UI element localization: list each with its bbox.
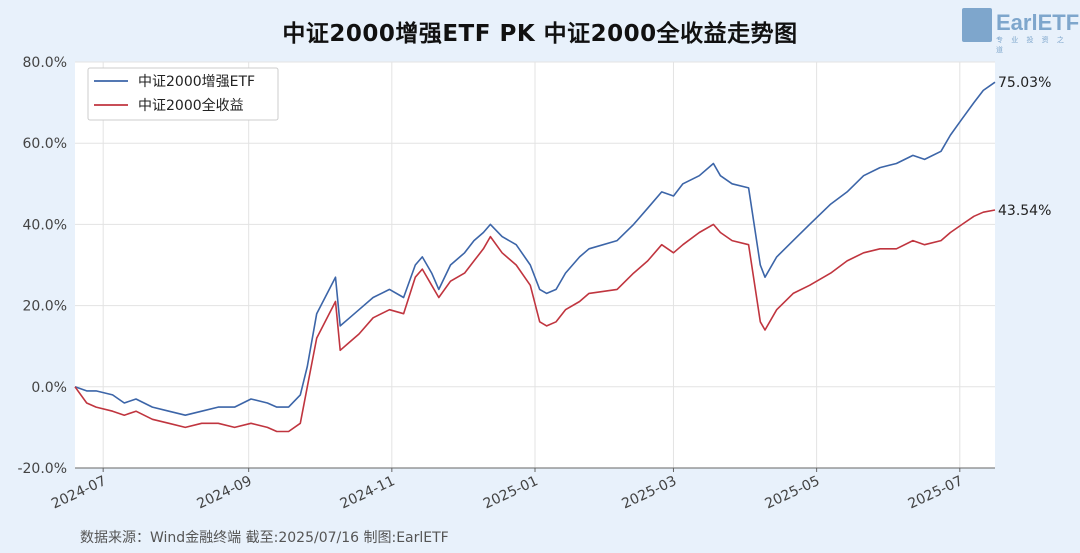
x-tick-label: 2025-03 — [619, 473, 679, 512]
chart-legend: 中证2000增强ETF 中证2000全收益 — [87, 67, 279, 121]
logo-subtext: 专 业 投 资 之 道 — [996, 36, 1067, 54]
x-tick-label: 2025-01 — [481, 473, 541, 512]
series-end-label-2: 43.54% — [998, 203, 1051, 219]
legend-box — [87, 67, 279, 121]
x-tick-label: 2024-09 — [195, 473, 255, 512]
series-line-2 — [74, 209, 996, 433]
y-tick-label: 60.0% — [23, 136, 67, 152]
series-end-label-1: 75.03% — [998, 75, 1051, 91]
logo-mark-icon — [962, 8, 992, 42]
series-line-1 — [74, 81, 996, 417]
y-tick-label: 0.0% — [31, 380, 67, 396]
y-tick-label: 20.0% — [23, 299, 67, 315]
y-tick-label: 80.0% — [23, 55, 67, 71]
x-tick-label: 2024-11 — [338, 473, 398, 512]
y-tick-label: -20.0% — [17, 461, 67, 477]
series-layer: 75.03% 43.54% — [74, 75, 1051, 433]
legend-label-2: 中证2000全收益 — [138, 97, 244, 114]
earletf-logo: EarlETF 专 业 投 资 之 道 — [962, 8, 1079, 54]
chart-title: 中证2000增强ETF PK 中证2000全收益走势图 — [282, 21, 798, 47]
data-source-footer: 数据来源：Wind金融终端 截至:2025/07/16 制图:EarlETF — [80, 530, 449, 546]
x-tick-label: 2025-07 — [906, 473, 966, 512]
grid-layer — [75, 61, 995, 469]
logo-text: EarlETF — [996, 10, 1080, 35]
y-tick-label: 40.0% — [23, 217, 67, 233]
legend-label-1: 中证2000增强ETF — [138, 74, 255, 90]
x-tick-label: 2024-07 — [49, 473, 109, 512]
x-tick-label: 2025-05 — [763, 473, 823, 512]
